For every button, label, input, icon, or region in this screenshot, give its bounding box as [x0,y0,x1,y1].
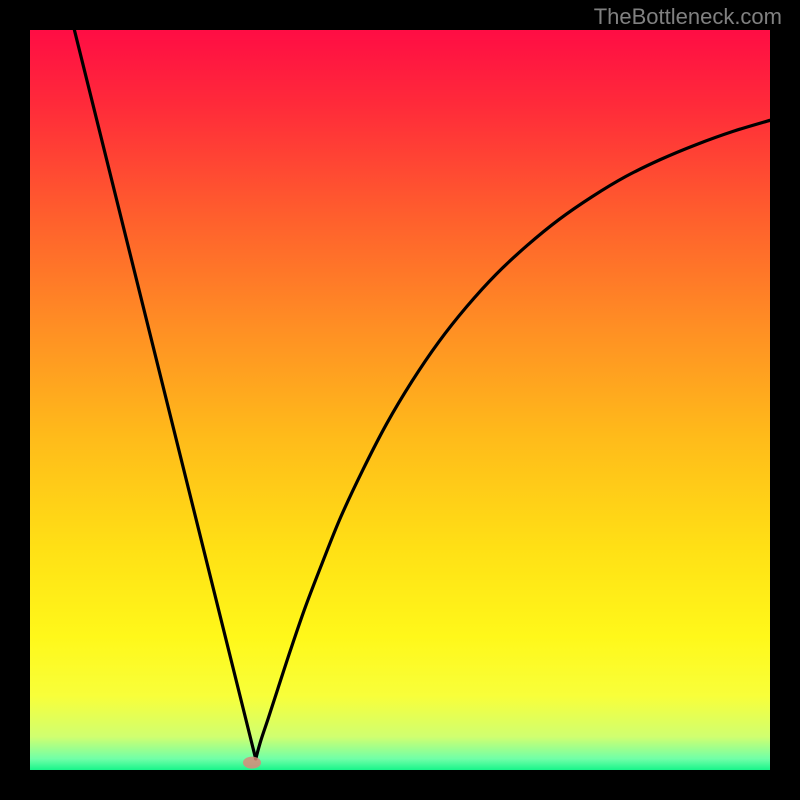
watermark-text: TheBottleneck.com [594,4,782,30]
chart-plot [0,0,800,800]
vertex-marker [243,757,261,769]
chart-container: TheBottleneck.com [0,0,800,800]
